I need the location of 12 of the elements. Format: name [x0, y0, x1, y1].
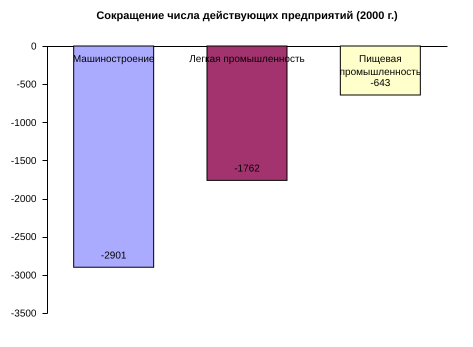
y-tick-label: 0: [30, 42, 37, 52]
y-tick-label: -1500: [10, 156, 37, 167]
data-label: -2901: [100, 250, 127, 262]
chart-title: Сокращение числа действующих предприятий (2000 г.): [96, 10, 398, 22]
y-tick-label: -500: [16, 80, 37, 91]
data-label: -1762: [234, 163, 260, 174]
y-tick-label: -3500: [10, 308, 37, 320]
y-tick-label: -3000: [10, 270, 37, 282]
y-tick-label: -2000: [10, 194, 37, 206]
y-tick-label: -2500: [10, 232, 37, 244]
data-label: -643: [370, 78, 391, 90]
y-tick-label: -1000: [10, 118, 37, 129]
